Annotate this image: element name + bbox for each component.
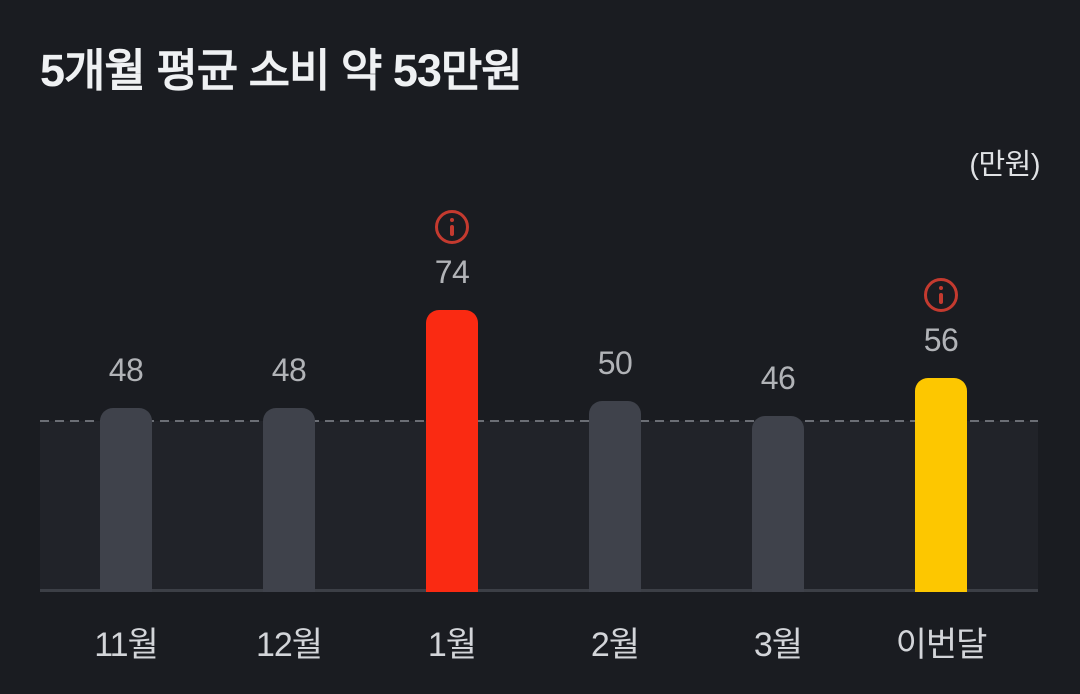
bar-value-label: 48 — [271, 352, 307, 388]
info-icon-stem — [450, 225, 454, 236]
bar-value-label: 74 — [434, 254, 470, 290]
axis-label-3월: 3월 — [753, 626, 803, 664]
bar-value-label: 56 — [923, 322, 959, 358]
bar-value-label: 50 — [597, 345, 633, 381]
bar-value-label: 48 — [108, 352, 144, 388]
info-icon-dot — [939, 286, 943, 290]
info-icon-dot — [450, 218, 454, 222]
axis-label-11월: 11월 — [94, 626, 159, 664]
info-icon[interactable] — [924, 278, 958, 312]
axis-label-이번달: 이번달 — [895, 626, 988, 664]
bar-value-label: 46 — [760, 360, 796, 396]
average-dashed-line — [40, 420, 1038, 422]
axis-label-12월: 12월 — [255, 626, 323, 664]
bar-12월[interactable] — [263, 408, 315, 592]
bar-이번달[interactable] — [915, 378, 967, 592]
axis-label-1월: 1월 — [427, 626, 477, 664]
info-icon[interactable] — [435, 210, 469, 244]
average-band — [40, 420, 1038, 592]
bar-11월[interactable] — [100, 408, 152, 592]
page-title: 5개월 평균 소비 약 53만원 — [40, 45, 523, 96]
unit-label: (만원) — [969, 149, 1040, 181]
bar-1월[interactable] — [426, 310, 478, 592]
axis-label-2월: 2월 — [590, 626, 640, 664]
info-icon-stem — [939, 293, 943, 304]
bar-2월[interactable] — [589, 401, 641, 592]
bar-3월[interactable] — [752, 416, 804, 592]
